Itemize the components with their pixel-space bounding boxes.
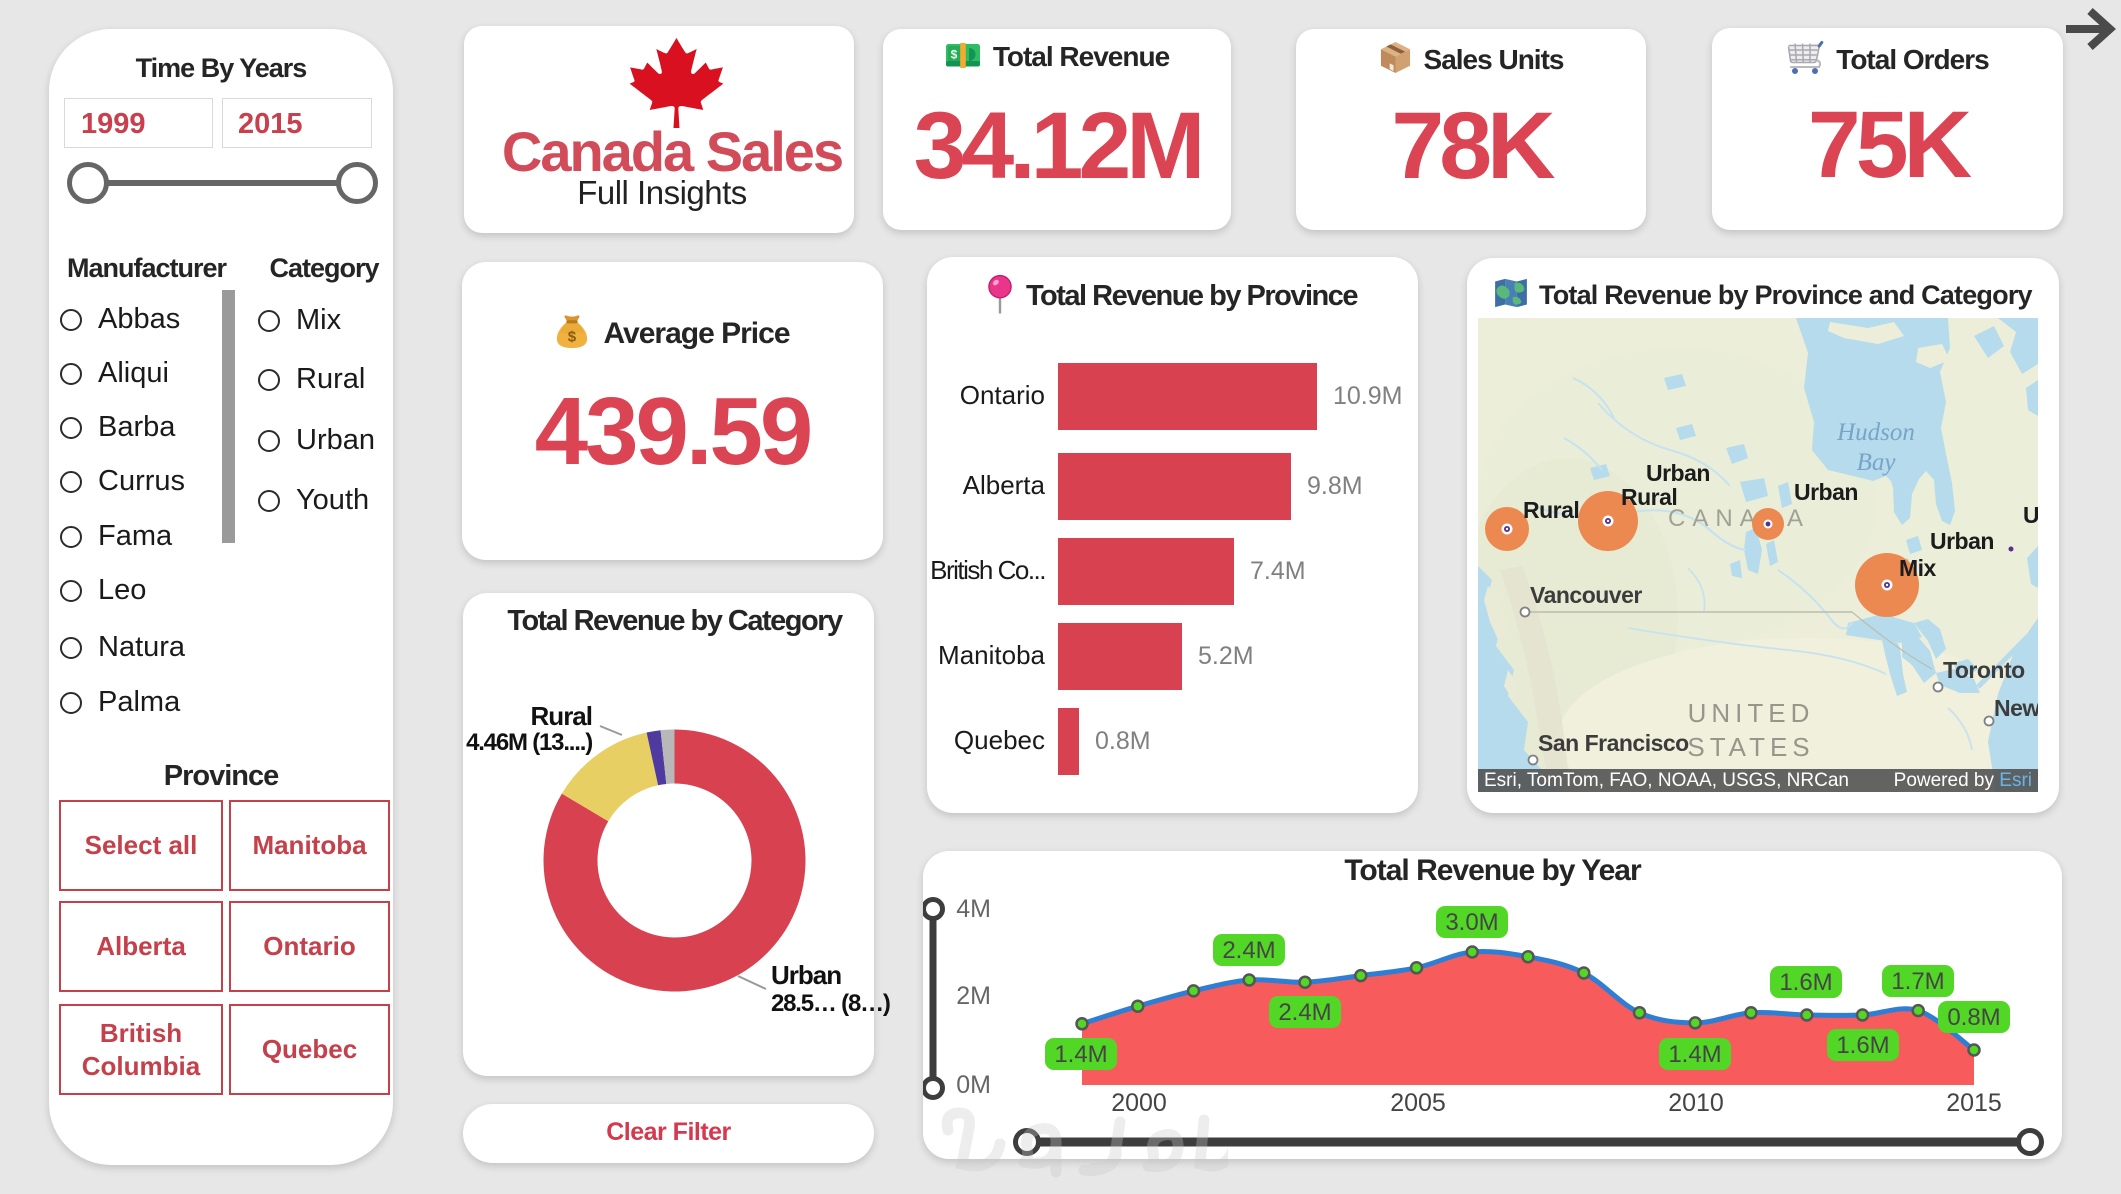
svg-text:1.6M: 1.6M bbox=[1836, 1032, 1889, 1059]
svg-text:UNITED: UNITED bbox=[1688, 698, 1815, 728]
svg-text:STATES: STATES bbox=[1687, 732, 1814, 762]
svg-text:Mix: Mix bbox=[1899, 555, 1937, 581]
svg-text:Toronto: Toronto bbox=[1943, 657, 2025, 683]
svg-text:New Y: New Y bbox=[1994, 695, 2038, 721]
svg-text:$: $ bbox=[568, 328, 577, 345]
svg-text:Vancouver: Vancouver bbox=[1530, 582, 1642, 608]
svg-text:Hudson: Hudson bbox=[1836, 419, 1915, 446]
svg-text:2005: 2005 bbox=[1390, 1089, 1446, 1117]
svg-text:Urban: Urban bbox=[1794, 479, 1858, 505]
svg-text:CANADA: CANADA bbox=[1668, 505, 1810, 532]
svg-text:1.4M: 1.4M bbox=[1668, 1041, 1721, 1068]
svg-text:2015: 2015 bbox=[1946, 1089, 2002, 1117]
svg-text:2M: 2M bbox=[956, 982, 991, 1010]
svg-text:$: $ bbox=[951, 47, 958, 61]
svg-text:1.7M: 1.7M bbox=[1891, 968, 1944, 995]
svg-text:2000: 2000 bbox=[1111, 1089, 1167, 1117]
svg-text:1.4M: 1.4M bbox=[1054, 1041, 1107, 1068]
svg-text:2010: 2010 bbox=[1668, 1089, 1724, 1117]
svg-text:Rural: Rural bbox=[1621, 484, 1677, 510]
svg-text:2.4M: 2.4M bbox=[1222, 937, 1275, 964]
svg-text:0M: 0M bbox=[956, 1071, 991, 1099]
svg-text:Powered by Esri: Powered by Esri bbox=[1894, 770, 2032, 791]
svg-text:0.8M: 0.8M bbox=[1947, 1004, 2000, 1031]
svg-text:Esri, TomTom, FAO, NOAA, USGS,: Esri, TomTom, FAO, NOAA, USGS, NRCan bbox=[1484, 770, 1849, 791]
svg-text:2.4M: 2.4M bbox=[1278, 999, 1331, 1026]
svg-text:Rural: Rural bbox=[1523, 497, 1579, 523]
svg-text:Bay: Bay bbox=[1857, 449, 1897, 476]
svg-text:Ur: Ur bbox=[2023, 502, 2038, 528]
svg-text:Urban: Urban bbox=[1646, 460, 1710, 486]
svg-text:3.0M: 3.0M bbox=[1445, 909, 1498, 936]
svg-text:San Francisco: San Francisco bbox=[1538, 730, 1689, 756]
svg-text:1.6M: 1.6M bbox=[1779, 969, 1832, 996]
svg-text:Urban: Urban bbox=[1930, 528, 1994, 554]
svg-text:4M: 4M bbox=[956, 895, 991, 923]
